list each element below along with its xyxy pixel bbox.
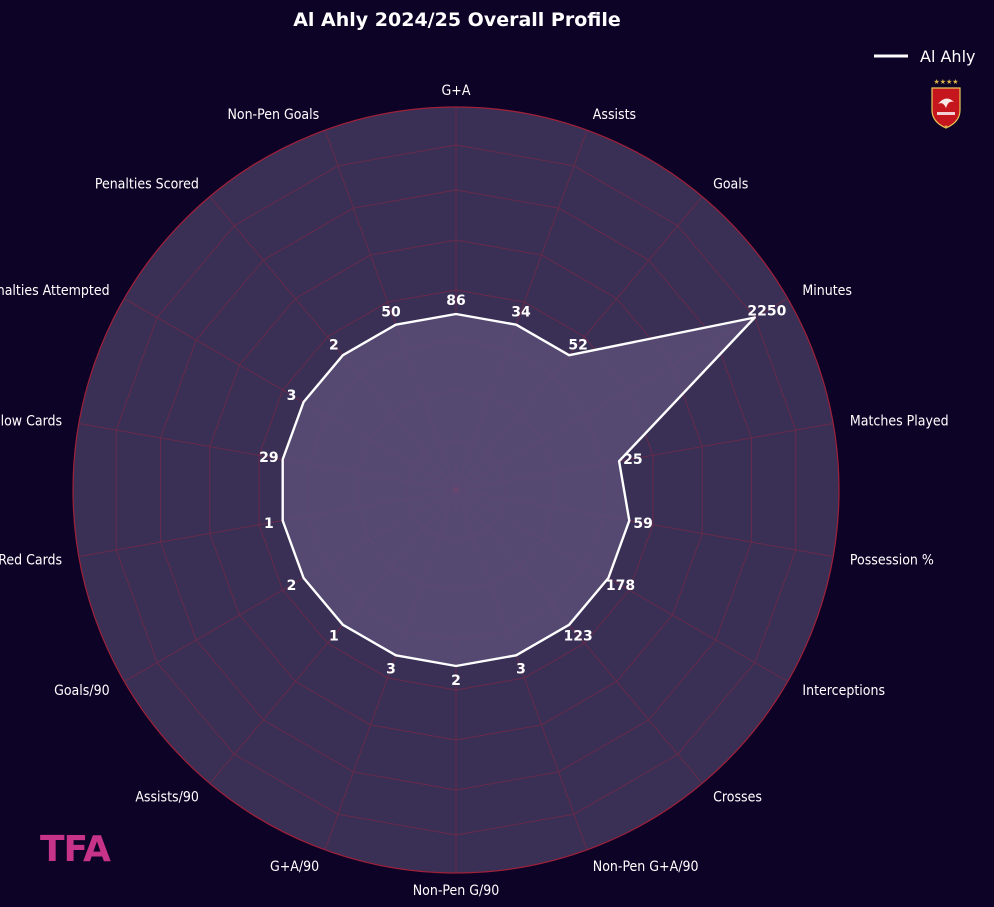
category-label-non-pen-g-a-90: Non-Pen G+A/90 (593, 859, 699, 875)
value-label: 3 (516, 662, 526, 678)
value-label: 1 (329, 629, 339, 645)
legend-label-al-ahly: Al Ahly (920, 47, 975, 66)
value-label: 3 (287, 388, 297, 404)
value-label: 86 (446, 293, 465, 309)
category-label-g-a: G+A (442, 83, 471, 99)
value-label: 25 (623, 452, 642, 468)
tfa-logo: TFA (40, 829, 111, 870)
category-label-possession-: Possession % (850, 553, 934, 569)
value-label: 29 (259, 450, 278, 466)
category-label-goals: Goals (713, 177, 748, 193)
value-label: 1 (264, 516, 274, 532)
chart-title: Al Ahly 2024/25 Overall Profile (293, 9, 621, 31)
category-label-yellow-cards: Yellow Cards (0, 414, 62, 430)
radar-series-layer (281, 312, 756, 668)
value-label: 52 (568, 338, 587, 354)
value-label: 2 (451, 673, 461, 689)
category-label-goals-90: Goals/90 (54, 683, 110, 699)
value-label: 3 (386, 662, 396, 678)
category-label-crosses: Crosses (713, 789, 762, 805)
category-label-assists: Assists (593, 107, 636, 123)
category-label-g-a-90: G+A/90 (270, 859, 319, 875)
radar-series-al-ahly (281, 312, 756, 668)
value-label: 178 (606, 578, 635, 594)
value-label: 59 (633, 516, 652, 532)
category-label-minutes: Minutes (802, 283, 852, 299)
value-label: 34 (511, 305, 531, 321)
category-label-non-pen-goals: Non-Pen Goals (227, 107, 319, 123)
category-label-penalties-attempted: Penalties Attempted (0, 283, 110, 299)
value-label: 2 (329, 338, 339, 354)
category-labels: Minutes Matches Played Possession % Interce… (0, 83, 949, 899)
category-label-non-pen-g-90: Non-Pen G/90 (413, 883, 500, 899)
al-ahly-crest-icon: ★★★★ (931, 78, 961, 129)
value-labels: 2250 25 59 178 123 3 2 3 1 2 1 29 3 2 50 86 34 52 (259, 293, 786, 689)
value-label: 123 (563, 629, 592, 645)
category-label-interceptions: Interceptions (802, 683, 885, 699)
value-label: 2250 (747, 304, 786, 320)
legend: Al Ahly (874, 47, 975, 66)
category-label-penalties-scored: Penalties Scored (95, 177, 199, 193)
category-label-matches-played: Matches Played (850, 414, 949, 430)
category-label-assists-90: Assists/90 (135, 789, 199, 805)
category-label-red-cards: Red Cards (0, 553, 62, 569)
svg-text:★★★★: ★★★★ (933, 78, 958, 86)
value-label: 50 (381, 305, 401, 321)
value-label: 2 (287, 578, 297, 594)
